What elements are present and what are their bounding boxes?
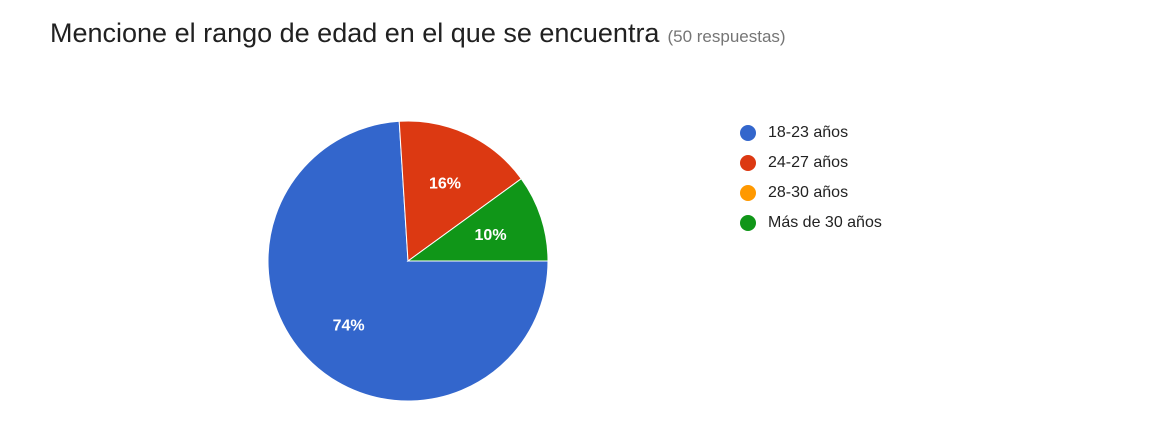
chart-title: Mencione el rango de edad en el que se e… — [50, 18, 786, 49]
legend-label: 24-27 años — [768, 154, 849, 171]
legend: 18-23 años 24-27 años 28-30 años Más de 30 … — [740, 118, 882, 238]
slice-data-label: 16% — [429, 175, 461, 192]
legend-marker — [740, 185, 756, 201]
pie-slice — [398, 120, 522, 262]
title-text: Mencione el rango de edad en el que se e… — [50, 18, 660, 48]
slice-data-label: 10% — [475, 227, 507, 244]
legend-label: Más de 30 años — [768, 214, 882, 231]
legend-item: 24-27 años — [740, 148, 882, 178]
pie-slice — [406, 178, 549, 262]
legend-label: 18-23 años — [768, 124, 849, 141]
legend-label: 28-30 años — [768, 184, 849, 201]
legend-item: 18-23 años — [740, 118, 882, 148]
legend-marker — [740, 215, 756, 231]
legend-marker — [740, 125, 756, 141]
legend-marker — [740, 155, 756, 171]
slice-data-label: 74% — [333, 317, 365, 334]
legend-item: 28-30 años — [740, 178, 882, 208]
response-count: (50 respuestas) — [667, 27, 786, 46]
legend-item: Más de 30 años — [740, 208, 882, 238]
